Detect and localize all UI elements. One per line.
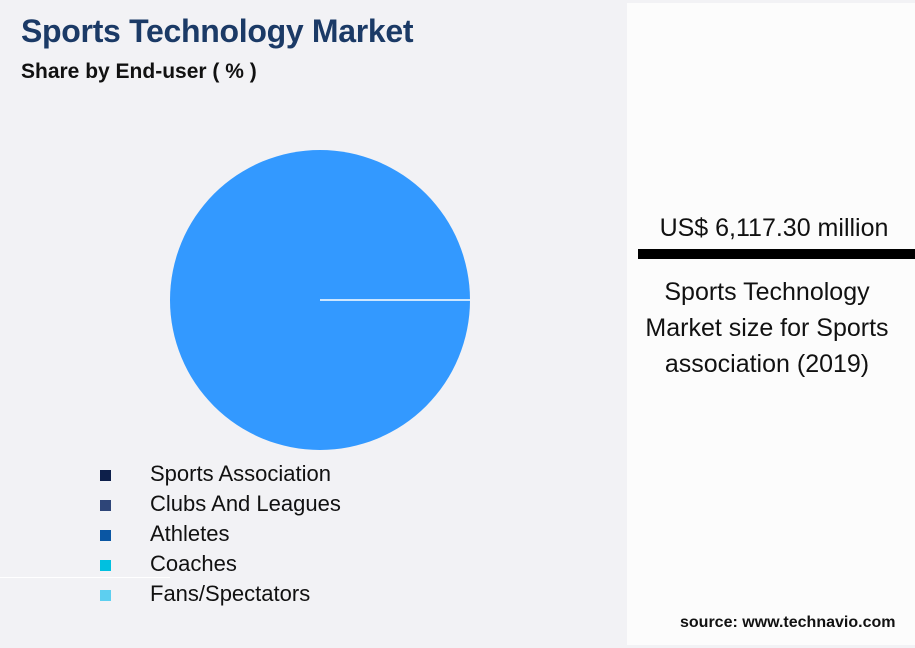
legend-label: Athletes: [150, 521, 230, 546]
market-size-value: US$ 6,117.30 million: [659, 214, 889, 242]
market-size-description: Sports Technology Market size for Sports…: [645, 278, 889, 378]
pie-chart: [168, 148, 472, 452]
legend-label: Coaches: [150, 551, 237, 576]
legend-label: Fans/Spectators: [150, 581, 311, 606]
legend-label: Sports Association: [150, 461, 331, 486]
legend-swatch-icon: [100, 530, 111, 541]
source-credit: source: www.technavio.com: [680, 614, 896, 631]
legend-swatch-icon: [100, 590, 111, 601]
legend-swatch-icon: [100, 470, 111, 481]
stat-panel: [627, 3, 915, 645]
legend-swatch-icon: [100, 560, 111, 571]
chart-title: Sports Technology Market: [21, 13, 414, 49]
chart-subtitle: Share by End-user ( % ): [21, 60, 257, 83]
stat-divider: [638, 249, 915, 259]
legend-label: Clubs And Leagues: [150, 491, 341, 516]
pie-chart-svg: [170, 150, 470, 450]
legend-swatch-icon: [100, 500, 111, 511]
divider: [0, 577, 170, 578]
